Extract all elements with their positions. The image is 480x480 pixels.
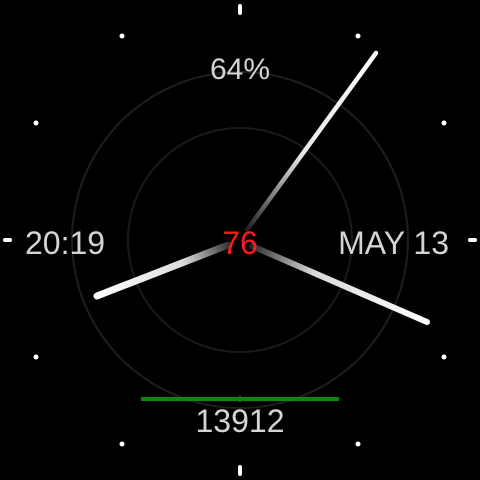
marker-3 xyxy=(468,238,477,242)
battery-level: 64% xyxy=(209,53,271,86)
marker-10 xyxy=(33,120,39,126)
inner-ring xyxy=(127,127,353,353)
marker-6 xyxy=(238,465,242,476)
step-count: 13912 xyxy=(195,403,285,439)
marker-7 xyxy=(119,441,125,447)
hour-markers xyxy=(3,4,477,476)
marker-9 xyxy=(3,238,12,242)
marker-2 xyxy=(441,120,447,126)
heart-rate-value: 76 xyxy=(222,225,258,261)
marker-8 xyxy=(33,354,39,360)
marker-4 xyxy=(441,354,447,360)
digital-time: 20:19 xyxy=(25,225,106,261)
minute-hand-icon xyxy=(249,243,430,325)
second-hand-icon xyxy=(244,50,379,233)
marker-1 xyxy=(355,33,361,39)
outer-ring xyxy=(71,71,409,409)
date-label: MAY 13 xyxy=(338,225,449,261)
hour-hand-icon xyxy=(93,241,232,300)
marker-11 xyxy=(119,33,125,39)
marker-5 xyxy=(355,441,361,447)
marker-12 xyxy=(238,4,242,15)
